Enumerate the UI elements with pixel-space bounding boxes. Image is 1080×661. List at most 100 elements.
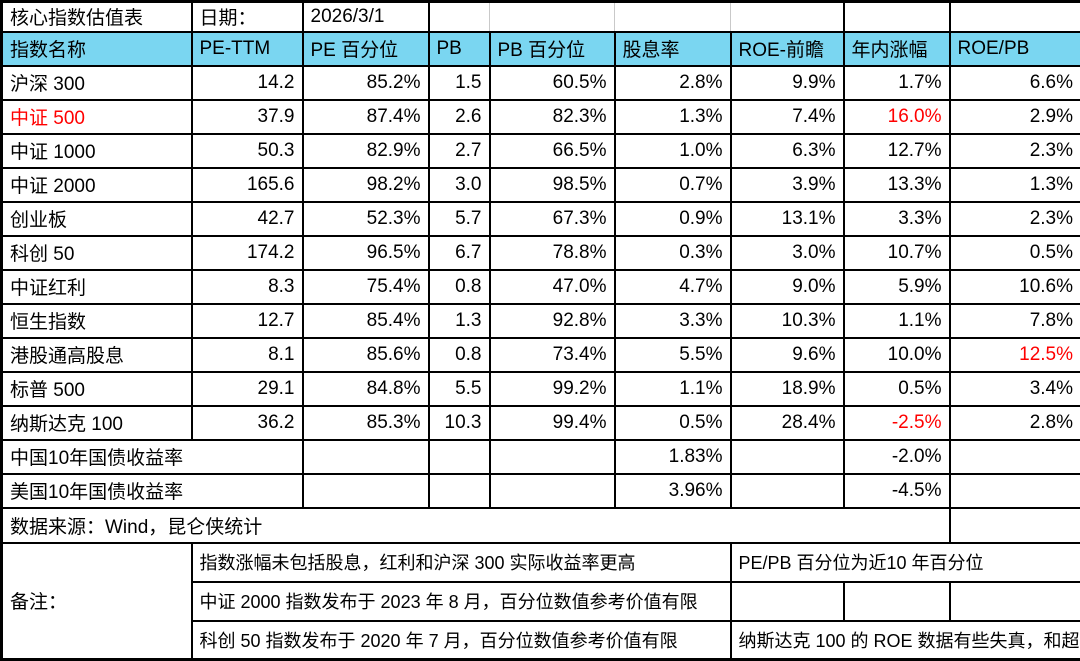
value-cell: 50.3 xyxy=(192,134,303,168)
empty-cell xyxy=(429,474,490,508)
value-cell: 3.9% xyxy=(731,168,844,202)
value-cell: 10.7% xyxy=(844,236,950,270)
empty-cell xyxy=(950,2,1080,32)
value-cell: 12.7% xyxy=(844,134,950,168)
value-cell: 73.4% xyxy=(490,338,615,372)
value-cell: 85.4% xyxy=(303,304,429,338)
value-cell: 60.5% xyxy=(490,66,615,100)
value-cell: 10.3% xyxy=(731,304,844,338)
value-cell: 16.0% xyxy=(844,100,950,134)
empty-cell xyxy=(731,582,844,621)
value-cell: 78.8% xyxy=(490,236,615,270)
title-row: 核心指数估值表 日期： 2026/3/1 xyxy=(2,2,1080,32)
value-cell: 67.3% xyxy=(490,202,615,236)
table-row-sp500: 标普 500 29.1 84.8% 5.5 99.2% 1.1% 18.9% 0… xyxy=(2,372,1080,406)
note-cell: 纳斯达克 100 的 ROE 数据有些失真，和超 xyxy=(731,621,1080,660)
value-cell: 9.6% xyxy=(731,338,844,372)
value-cell: 10.0% xyxy=(844,338,950,372)
table-row-chinext: 创业板 42.7 52.3% 5.7 67.3% 0.9% 13.1% 3.3%… xyxy=(2,202,1080,236)
empty-cell xyxy=(303,474,429,508)
value-cell: 96.5% xyxy=(303,236,429,270)
value-cell: 8.1 xyxy=(192,338,303,372)
value-cell: 5.5% xyxy=(615,338,731,372)
value-cell: -2.0% xyxy=(844,440,950,474)
index-name-cell: 标普 500 xyxy=(2,372,192,406)
date-label-cell: 日期： xyxy=(192,2,303,32)
empty-cell xyxy=(731,2,844,32)
value-cell: 5.5 xyxy=(429,372,490,406)
empty-cell xyxy=(615,2,731,32)
value-cell: 5.7 xyxy=(429,202,490,236)
value-cell: 12.7 xyxy=(192,304,303,338)
col-header-pe-ttm: PE-TTM xyxy=(192,32,303,66)
value-cell: 174.2 xyxy=(192,236,303,270)
value-cell: 98.5% xyxy=(490,168,615,202)
header-row: 指数名称 PE-TTM PE 百分位 PB PB 百分位 股息率 ROE-前瞻 … xyxy=(2,32,1080,66)
value-cell: 2.7 xyxy=(429,134,490,168)
empty-cell xyxy=(303,440,429,474)
table-row-us-10y-bond: 美国10年国债收益率 3.96% -4.5% xyxy=(2,474,1080,508)
index-name-cell: 纳斯达克 100 xyxy=(2,406,192,440)
index-name-cell: 科创 50 xyxy=(2,236,192,270)
empty-cell xyxy=(950,582,1080,621)
empty-cell xyxy=(950,508,1080,543)
col-header-pb-percentile: PB 百分位 xyxy=(490,32,615,66)
col-header-dividend-yield: 股息率 xyxy=(615,32,731,66)
date-value-cell: 2026/3/1 xyxy=(303,2,429,32)
value-cell: 7.4% xyxy=(731,100,844,134)
value-cell: 13.1% xyxy=(731,202,844,236)
empty-cell xyxy=(950,474,1080,508)
empty-cell xyxy=(490,2,615,32)
value-cell: 3.3% xyxy=(844,202,950,236)
value-cell: 85.6% xyxy=(303,338,429,372)
value-cell: 13.3% xyxy=(844,168,950,202)
index-name-cell: 中证 500 xyxy=(2,100,192,134)
empty-cell xyxy=(490,474,615,508)
table-row-cn-10y-bond: 中国10年国债收益率 1.83% -2.0% xyxy=(2,440,1080,474)
index-name-cell: 中证 2000 xyxy=(2,168,192,202)
value-cell: 82.9% xyxy=(303,134,429,168)
value-cell: 85.3% xyxy=(303,406,429,440)
value-cell: 0.3% xyxy=(615,236,731,270)
value-cell: 3.4% xyxy=(950,372,1080,406)
value-cell: 0.5% xyxy=(950,236,1080,270)
note-cell: 指数涨幅未包括股息，红利和沪深 300 实际收益率更高 xyxy=(192,543,731,582)
index-name-cell: 沪深 300 xyxy=(2,66,192,100)
value-cell: 10.6% xyxy=(950,270,1080,304)
empty-cell xyxy=(731,474,844,508)
value-cell: 1.1% xyxy=(844,304,950,338)
table-row-zz1000: 中证 1000 50.3 82.9% 2.7 66.5% 1.0% 6.3% 1… xyxy=(2,134,1080,168)
index-name-cell: 港股通高股息 xyxy=(2,338,192,372)
value-cell: 52.3% xyxy=(303,202,429,236)
value-cell: 6.6% xyxy=(950,66,1080,100)
value-cell: 37.9 xyxy=(192,100,303,134)
value-cell: 1.3% xyxy=(615,100,731,134)
value-cell: 98.2% xyxy=(303,168,429,202)
value-cell: 1.5 xyxy=(429,66,490,100)
table-row-hsi: 恒生指数 12.7 85.4% 1.3 92.8% 3.3% 10.3% 1.1… xyxy=(2,304,1080,338)
bond-name-cell: 美国10年国债收益率 xyxy=(2,474,303,508)
value-cell: 10.3 xyxy=(429,406,490,440)
empty-cell xyxy=(844,2,950,32)
note-row-1: 备注： 指数涨幅未包括股息，红利和沪深 300 实际收益率更高 PE/PB 百分… xyxy=(2,543,1080,582)
note-cell: 科创 50 指数发布于 2020 年 7 月，百分位数值参考价值有限 xyxy=(192,621,731,660)
value-cell: 0.8 xyxy=(429,338,490,372)
value-cell: 84.8% xyxy=(303,372,429,406)
value-cell: 82.3% xyxy=(490,100,615,134)
value-cell: 99.2% xyxy=(490,372,615,406)
table-row-zz500: 中证 500 37.9 87.4% 2.6 82.3% 1.3% 7.4% 16… xyxy=(2,100,1080,134)
value-cell: 2.3% xyxy=(950,134,1080,168)
value-cell: 0.8 xyxy=(429,270,490,304)
value-cell: 3.0% xyxy=(731,236,844,270)
value-cell: 2.6 xyxy=(429,100,490,134)
note-cell: 中证 2000 指数发布于 2023 年 8 月，百分位数值参考价值有限 xyxy=(192,582,731,621)
value-cell: -2.5% xyxy=(844,406,950,440)
value-cell: 7.8% xyxy=(950,304,1080,338)
data-source-cell: 数据来源：Wind，昆仑侠统计 xyxy=(2,508,950,543)
value-cell: 2.8% xyxy=(950,406,1080,440)
value-cell: 6.3% xyxy=(731,134,844,168)
value-cell: 2.8% xyxy=(615,66,731,100)
value-cell: 1.1% xyxy=(615,372,731,406)
value-cell: 85.2% xyxy=(303,66,429,100)
value-cell: 9.0% xyxy=(731,270,844,304)
